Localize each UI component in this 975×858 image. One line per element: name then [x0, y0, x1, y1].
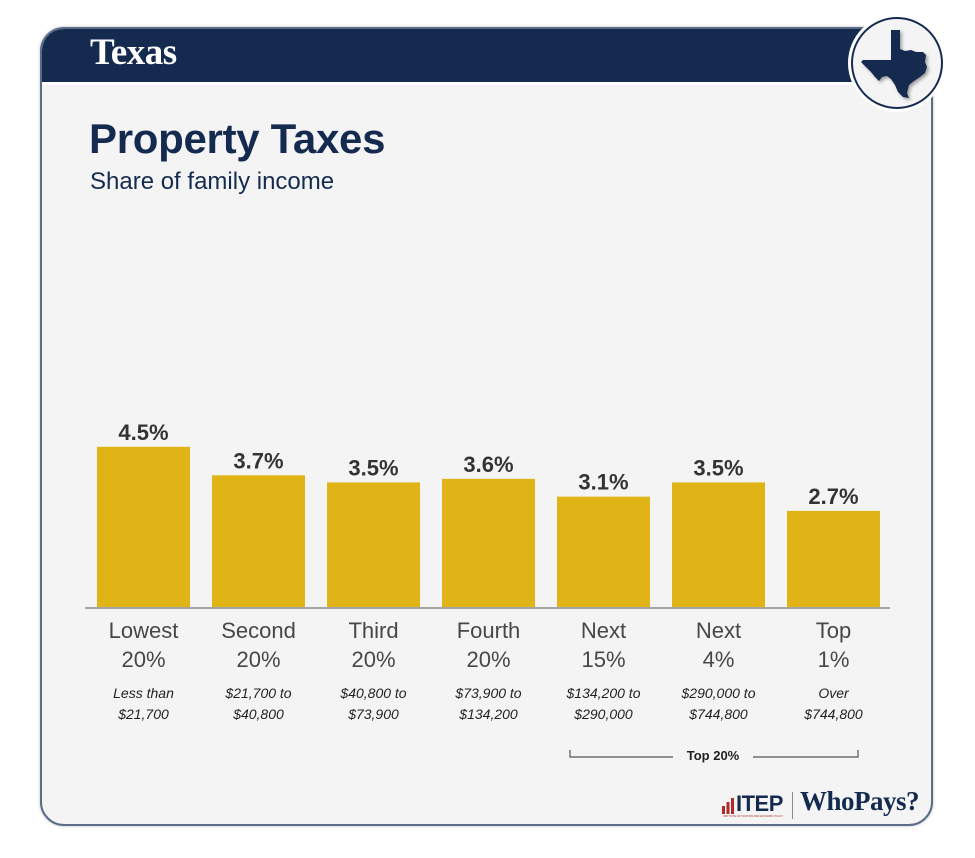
itep-bars-icon: [722, 798, 734, 814]
data-label-1: 4.5%: [118, 420, 168, 445]
income-range-5: $134,200 to $290,000: [566, 685, 641, 722]
bar-7: [787, 510, 880, 607]
state-badge: [851, 17, 943, 109]
bar-2: [212, 475, 305, 607]
top-20-bracket-label: Top 20%: [673, 748, 753, 763]
data-label-5: 3.1%: [578, 470, 628, 495]
data-label-7: 2.7%: [808, 484, 858, 509]
bar-3: [327, 482, 420, 607]
category-label-1: Lowest 20%: [108, 618, 179, 672]
category-label-7: Top 1%: [815, 618, 852, 672]
data-label-4: 3.6%: [463, 452, 513, 477]
income-range-7: Over $744,800: [804, 685, 863, 722]
state-name: Texas: [90, 32, 177, 73]
header-divider: [42, 82, 931, 85]
bar-1: [97, 446, 190, 607]
income-range-1: Less than $21,700: [113, 685, 174, 722]
category-label-2: Second 20%: [221, 618, 296, 672]
itep-tagline: INSTITUTE ON TAXATION AND ECONOMIC POLIC…: [723, 815, 784, 818]
chart-title: Property Taxes: [89, 115, 386, 162]
income-range-4: $73,900 to $134,200: [455, 685, 522, 722]
logo-divider: [792, 792, 793, 819]
texas-map-icon: [861, 30, 927, 98]
data-label-2: 3.7%: [233, 448, 283, 473]
category-label-4: Fourth 20%: [456, 618, 521, 672]
chart-subtitle: Share of family income: [90, 168, 335, 195]
income-range-2: $21,700 to $40,800: [225, 685, 292, 722]
income-range-6: $290,000 to $744,800: [681, 685, 756, 722]
data-label-3: 3.5%: [348, 455, 398, 480]
category-label-3: Third 20%: [348, 618, 399, 672]
bar-6: [672, 482, 765, 607]
data-label-6: 3.5%: [693, 455, 743, 480]
bar-4: [442, 478, 535, 607]
category-label-6: Next 4%: [695, 618, 742, 672]
itep-wordmark: ITEP: [736, 791, 783, 816]
bar-5: [557, 496, 650, 607]
income-range-3: $40,800 to $73,900: [340, 685, 407, 722]
whopays-wordmark: WhoPays?: [800, 786, 920, 816]
header-bar: Texas: [42, 29, 931, 82]
chart-card: Texas: [40, 27, 933, 826]
category-label-5: Next 15%: [580, 618, 627, 672]
top-20-bracket: [569, 750, 859, 758]
